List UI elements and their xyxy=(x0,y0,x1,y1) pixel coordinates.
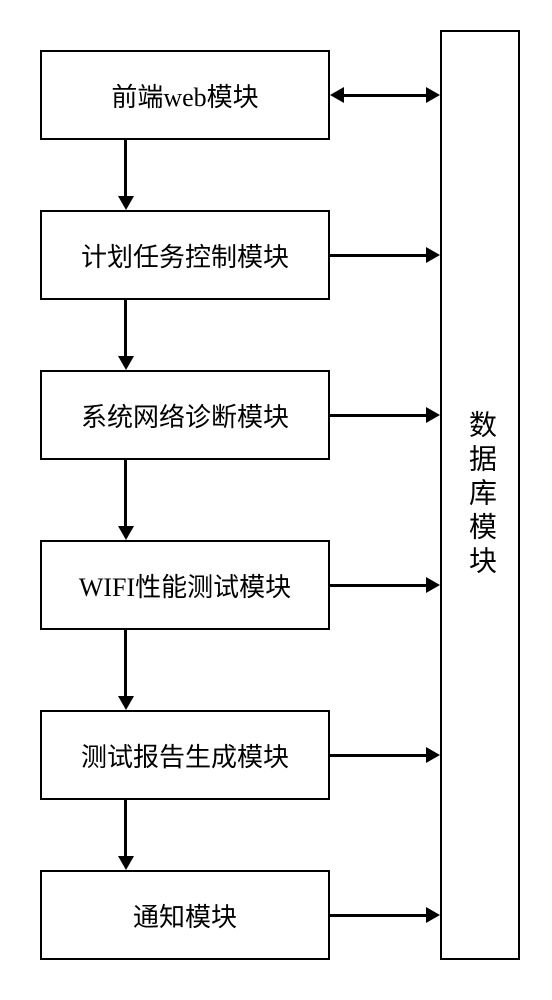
box-label: 前端web模块 xyxy=(111,77,258,114)
box-task-control: 计划任务控制模块 xyxy=(40,210,330,300)
box-wifi-test: WIFI性能测试模块 xyxy=(40,540,330,630)
arrow-head-down xyxy=(118,526,134,540)
box-label: 数据库模块 xyxy=(460,410,500,580)
arrow-head-right xyxy=(426,577,440,593)
box-network-diag: 系统网络诊断模块 xyxy=(40,370,330,460)
arrow-head-right xyxy=(426,747,440,763)
arrow-line xyxy=(330,414,426,417)
arrow-line xyxy=(124,800,127,856)
arrow-head-right xyxy=(426,87,440,103)
arrow-line xyxy=(124,300,127,356)
arrow-line xyxy=(330,254,426,257)
box-label: 通知模块 xyxy=(133,897,237,934)
arrow-line xyxy=(124,140,127,196)
arrow-line xyxy=(330,584,426,587)
box-report-gen: 测试报告生成模块 xyxy=(40,710,330,800)
arrow-head-down xyxy=(118,196,134,210)
box-label: 系统网络诊断模块 xyxy=(81,397,289,434)
arrow-head-right xyxy=(426,907,440,923)
box-label: WIFI性能测试模块 xyxy=(79,567,291,604)
arrow-head-down xyxy=(118,696,134,710)
arrow-head-left xyxy=(330,87,344,103)
arrow-line xyxy=(330,754,426,757)
box-label: 计划任务控制模块 xyxy=(81,237,289,274)
arrow-head-down xyxy=(118,856,134,870)
arrow-line xyxy=(344,94,426,97)
arrow-line xyxy=(330,914,426,917)
arrow-head-right xyxy=(426,407,440,423)
arrow-head-down xyxy=(118,356,134,370)
arrow-head-right xyxy=(426,247,440,263)
box-label: 测试报告生成模块 xyxy=(81,737,289,774)
box-database: 数据库模块 xyxy=(440,30,520,960)
box-notify: 通知模块 xyxy=(40,870,330,960)
box-frontend-web: 前端web模块 xyxy=(40,50,330,140)
arrow-line xyxy=(124,460,127,526)
arrow-line xyxy=(124,630,127,696)
